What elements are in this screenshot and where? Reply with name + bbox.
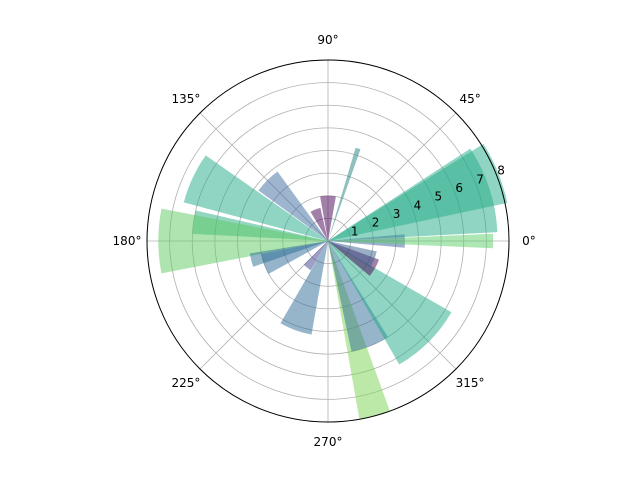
bar <box>328 241 380 276</box>
angular-gridline <box>327 112 457 242</box>
bar <box>328 143 508 241</box>
bar <box>328 241 452 365</box>
angle-tick-label: 90° <box>317 33 338 47</box>
bar <box>328 241 388 352</box>
bar <box>303 241 328 271</box>
bar <box>183 155 328 241</box>
radial-tick-label: 1 <box>351 224 359 238</box>
radial-tick-label: 8 <box>497 164 505 178</box>
angle-tick-label: 270° <box>314 435 343 449</box>
bar <box>280 241 328 335</box>
angle-tick-label: 0° <box>522 234 536 248</box>
angle-tick-label: 315° <box>456 376 485 390</box>
angle-tick-label: 180° <box>113 234 142 248</box>
bars <box>158 143 508 420</box>
bar <box>261 241 328 274</box>
angle-tick-label: 225° <box>171 376 200 390</box>
radial-tick-label: 3 <box>393 207 401 221</box>
bar <box>258 171 328 241</box>
radial-tick-label: 2 <box>372 216 380 230</box>
bar <box>310 207 328 241</box>
radial-tick-label: 5 <box>435 190 443 204</box>
radial-tick-label: 7 <box>476 172 484 186</box>
angle-tick-label: 45° <box>459 92 480 106</box>
bar <box>328 233 494 249</box>
bar <box>328 147 361 241</box>
angle-tick-label: 135° <box>171 92 200 106</box>
bar <box>320 195 336 241</box>
radial-tick-label: 6 <box>455 181 463 195</box>
radial-tick-label: 4 <box>414 198 422 212</box>
bar <box>328 241 377 268</box>
bar <box>158 208 328 274</box>
frame <box>146 59 510 423</box>
polar-frame <box>146 59 510 423</box>
